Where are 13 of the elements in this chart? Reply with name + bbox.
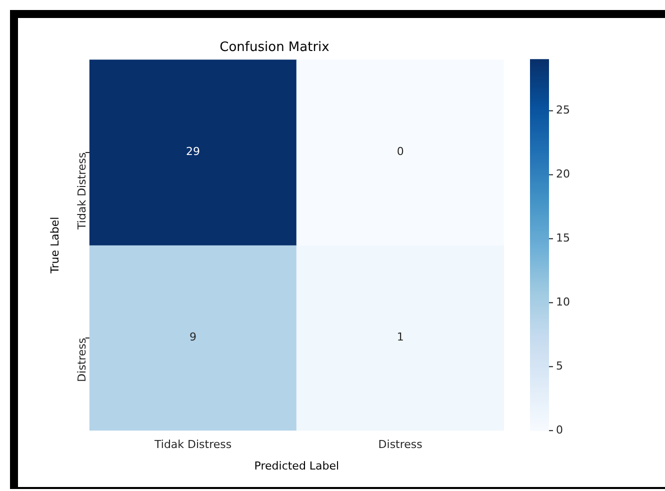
color-bar-label: 25 bbox=[556, 104, 570, 117]
data-label: 1 bbox=[396, 330, 404, 344]
data-label: 29 bbox=[186, 145, 200, 158]
x-axis-title: Predicted Label bbox=[254, 459, 340, 472]
color-bar-label: 10 bbox=[556, 296, 570, 309]
color-bar-label: 5 bbox=[556, 359, 563, 372]
color-bar-label: 15 bbox=[556, 232, 570, 245]
chart-title: Confusion Matrix bbox=[220, 40, 330, 56]
color-bar-label: 20 bbox=[556, 168, 570, 181]
data-label: 9 bbox=[190, 330, 197, 344]
color-bar-label: 0 bbox=[556, 423, 563, 436]
y-axis-title: True Label bbox=[48, 216, 62, 274]
data-label: 0 bbox=[396, 145, 404, 158]
